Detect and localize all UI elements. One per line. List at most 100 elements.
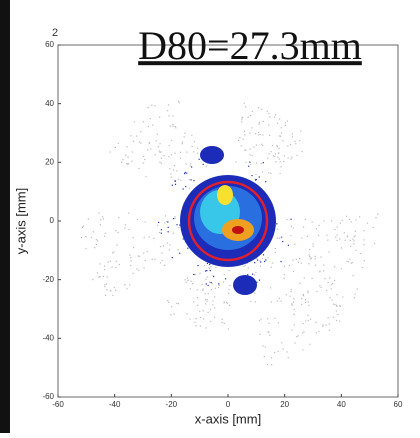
density-dot xyxy=(268,153,269,154)
density-dot xyxy=(184,173,185,174)
density-dot xyxy=(362,267,363,268)
density-dot xyxy=(185,172,186,173)
density-dot xyxy=(103,218,104,219)
density-dot xyxy=(173,233,174,234)
density-dot xyxy=(190,165,191,166)
density-dot xyxy=(119,264,120,265)
density-dot xyxy=(254,293,255,294)
density-dot xyxy=(99,276,100,277)
density-dot xyxy=(215,288,216,289)
density-dot xyxy=(290,219,291,220)
density-dot xyxy=(174,180,175,181)
density-dot xyxy=(178,303,179,304)
density-dot xyxy=(161,158,162,159)
density-dot xyxy=(206,270,207,271)
density-dot xyxy=(154,105,155,106)
density-dot xyxy=(256,145,257,146)
density-dot xyxy=(197,305,198,306)
density-dot xyxy=(274,352,275,353)
density-dot xyxy=(187,278,188,279)
density-dot xyxy=(210,309,211,310)
density-dot xyxy=(268,331,269,332)
density-dot xyxy=(229,285,230,286)
density-dot xyxy=(159,143,160,144)
density-dot xyxy=(316,332,317,333)
density-dot xyxy=(339,320,340,321)
density-dot xyxy=(189,188,190,189)
density-dot xyxy=(281,342,282,343)
density-dot xyxy=(85,236,86,237)
density-dot xyxy=(334,229,335,230)
density-dot xyxy=(209,268,210,269)
density-dot xyxy=(205,303,206,304)
density-dot xyxy=(136,136,137,137)
density-dot xyxy=(293,298,294,299)
density-dot xyxy=(151,105,152,106)
density-dot xyxy=(207,263,208,264)
density-dot xyxy=(311,258,312,259)
density-dot xyxy=(304,277,305,278)
density-dot xyxy=(104,284,105,285)
density-dot xyxy=(331,288,332,289)
density-dot xyxy=(245,265,246,266)
density-dot xyxy=(286,351,287,352)
density-dot xyxy=(319,285,320,286)
density-dot xyxy=(277,146,278,147)
density-dot xyxy=(355,235,356,236)
density-dot xyxy=(301,237,302,238)
density-dot xyxy=(184,279,185,280)
density-dot xyxy=(185,186,186,187)
density-dot xyxy=(169,244,170,245)
y-tick-label: -40 xyxy=(42,333,54,342)
density-dot xyxy=(100,263,101,264)
x-tick-label: 20 xyxy=(280,400,289,409)
density-dot xyxy=(258,134,259,135)
density-dot xyxy=(250,115,251,116)
density-dot xyxy=(85,248,86,249)
density-dot xyxy=(318,225,319,226)
density-dot xyxy=(245,162,246,163)
density-dot xyxy=(239,137,240,138)
density-dot xyxy=(308,292,309,293)
density-dot xyxy=(320,257,321,258)
density-dot xyxy=(336,234,337,235)
density-dot xyxy=(149,142,150,143)
density-dot xyxy=(116,261,117,262)
density-dot xyxy=(228,289,229,290)
chart: 2 D80=27.3mm x-axis [mm] y-axis [mm] -60… xyxy=(0,0,420,433)
density-dot xyxy=(110,151,111,152)
density-dot xyxy=(271,357,272,358)
density-dot xyxy=(195,274,196,275)
density-dot xyxy=(104,265,105,266)
density-dot xyxy=(215,267,216,268)
density-core xyxy=(233,275,257,295)
density-dot xyxy=(214,307,215,308)
density-dot xyxy=(245,106,246,107)
density-dot xyxy=(131,260,132,261)
density-dot xyxy=(174,153,175,154)
density-dot xyxy=(200,325,201,326)
density-dot xyxy=(136,268,137,269)
density-dot xyxy=(190,179,191,180)
density-dot xyxy=(268,113,269,114)
density-dot xyxy=(309,249,310,250)
density-dot xyxy=(114,287,115,288)
density-dot xyxy=(133,273,134,274)
density-dot xyxy=(288,157,289,158)
density-dot xyxy=(335,237,336,238)
density-dot xyxy=(125,155,126,156)
density-dot xyxy=(293,271,294,272)
density-dot xyxy=(197,297,198,298)
density-dot xyxy=(175,184,176,185)
density-dot xyxy=(323,270,324,271)
y-tick-label: 0 xyxy=(50,216,55,225)
density-dot xyxy=(98,212,99,213)
density-dot xyxy=(270,287,271,288)
density-dot xyxy=(173,218,174,219)
density-dot xyxy=(167,300,168,301)
density-dot xyxy=(157,134,158,135)
density-dot xyxy=(262,145,263,146)
density-dot xyxy=(145,260,146,261)
density-dot xyxy=(360,253,361,254)
density-dot xyxy=(180,152,181,153)
